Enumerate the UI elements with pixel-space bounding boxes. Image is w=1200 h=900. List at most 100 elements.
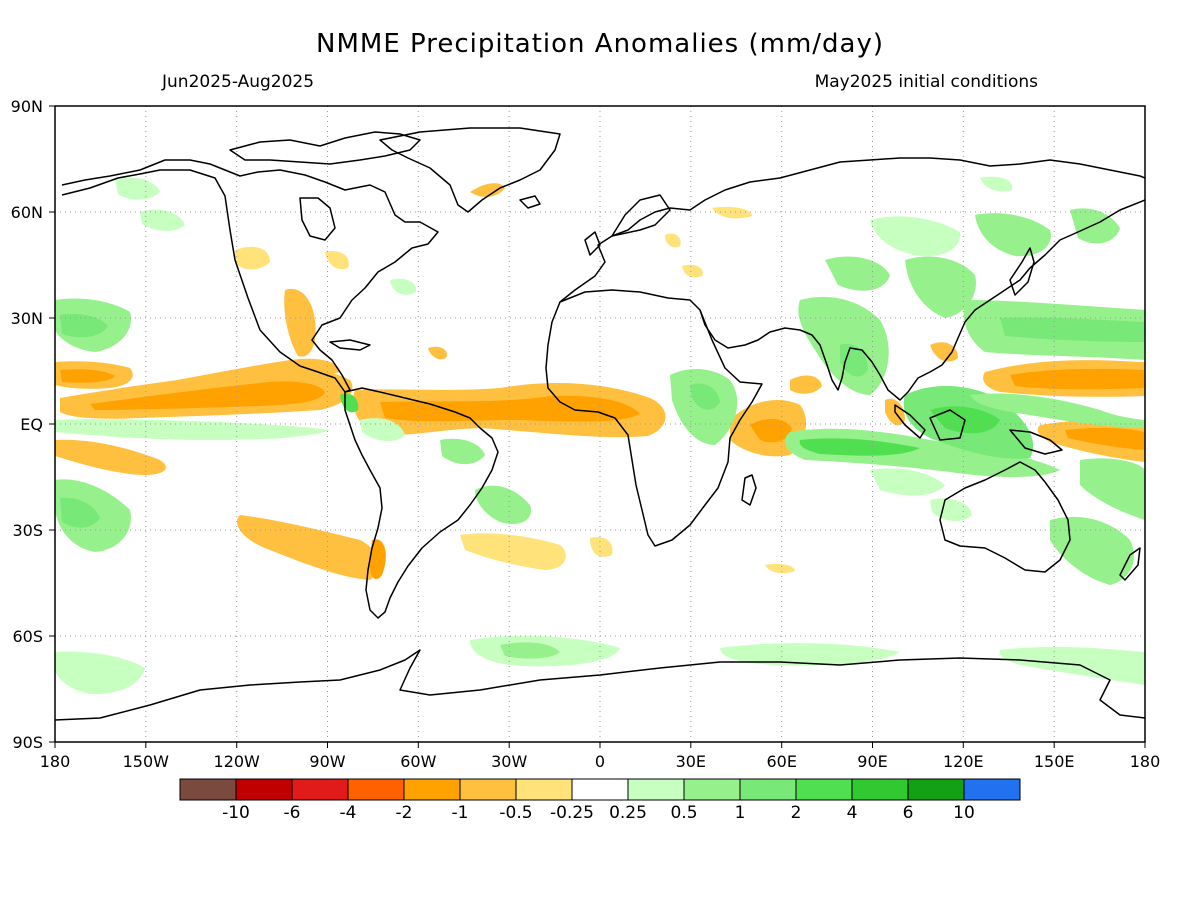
coastlines [55, 127, 1145, 721]
anomaly-shading [55, 176, 1145, 695]
sumatra [894, 404, 926, 439]
north-america-west-dry-patch [235, 246, 270, 270]
hudson-bay [299, 197, 336, 241]
indian-ocean-wet-core [799, 438, 920, 456]
lon-label: 60E [766, 752, 796, 771]
western-pacific-south-dry-core [1065, 427, 1145, 450]
alaska-wet-patch [140, 209, 185, 231]
central-asia-wet-patch [825, 256, 890, 291]
legend-swatch [739, 778, 797, 801]
legend-label: 6 [903, 803, 914, 823]
brazil-east-wet-patch [440, 438, 485, 465]
forecast-period-label: Jun2025-Aug2025 [161, 72, 314, 92]
arctic-wet-patch [980, 176, 1013, 192]
legend-swatch [683, 778, 741, 801]
lon-label: 180 [1130, 752, 1161, 771]
west-pacific-wet-core [1000, 317, 1145, 342]
legend-label: 0.5 [670, 803, 697, 823]
legend-label: 0.25 [609, 803, 647, 823]
greenland-coastline [379, 127, 561, 213]
southern-ocean-wet-east [720, 643, 900, 666]
lat-label: 60N [11, 203, 43, 222]
latitude-labels: 90N 60N 30N EQ 30S 60S 90S [11, 97, 43, 752]
legend-swatch [627, 778, 685, 801]
lon-label: 150E [1034, 752, 1075, 771]
legend-label: 2 [791, 803, 802, 823]
legend-swatch [907, 778, 965, 801]
lon-label: 150W [123, 752, 170, 771]
legend-label: 1 [735, 803, 746, 823]
uk-ireland [584, 231, 601, 256]
south-pacific-wet-band [1080, 458, 1145, 520]
africa-coastline [545, 289, 763, 547]
legend-swatch [963, 778, 1021, 801]
equatorial-east-pacific-wet [55, 419, 330, 440]
legend-labels: -10 -6 -4 -2 -1 -0.5 -0.25 0.25 0.5 1 2 4 6 10 [222, 803, 975, 823]
siberia-wet-patch-1 [870, 216, 961, 257]
graticule [55, 106, 1145, 742]
lon-label: 180 [40, 752, 71, 771]
north-atlantic-wet-patch [390, 278, 417, 295]
south-indian-ocean-wet-patch [870, 468, 945, 496]
longitude-labels: 180 150W 120W 90W 60W 30W 0 30E 60E 90E … [40, 752, 1161, 771]
south-pacific-convergence-dry [237, 515, 379, 580]
new-zealand [1119, 547, 1141, 581]
lat-label: 90N [11, 97, 43, 116]
borneo [929, 409, 966, 441]
legend-swatch [291, 778, 349, 801]
western-pacific-north-dry-core [1010, 368, 1145, 390]
color-legend: -10 -6 -4 -2 -1 -0.5 -0.25 0.25 0.5 1 2 4 6 10 [179, 778, 1021, 823]
lon-label: 120W [214, 752, 261, 771]
lon-label: 30E [676, 752, 706, 771]
legend-label: 10 [953, 803, 975, 823]
south-atlantic-dry-patch-east [590, 536, 613, 557]
legend-swatch [571, 778, 629, 801]
legend-label: -2 [396, 803, 413, 823]
map-ticks [49, 105, 1146, 748]
lon-label: 0 [595, 752, 605, 771]
legend-label: -1 [452, 803, 469, 823]
legend-swatches [179, 778, 1021, 801]
gulf-dry-patch [428, 346, 447, 360]
madagascar [741, 474, 757, 506]
atlantic-itcz-dry-core [380, 395, 640, 422]
legend-swatch [235, 778, 293, 801]
lat-label: 30S [12, 521, 43, 540]
legend-swatch [459, 778, 517, 801]
north-pacific-wet-core [60, 314, 108, 338]
south-atlantic-dry-patch [460, 533, 566, 570]
legend-label: -4 [340, 803, 357, 823]
legend-swatch [179, 778, 237, 801]
europe-dry-patch [712, 206, 752, 219]
bay-of-bengal-wet-core [840, 343, 868, 377]
figure-title: NMME Precipitation Anomalies (mm/day) [316, 29, 884, 59]
southern-ocean-dry-patch [765, 563, 795, 574]
legend-swatch [347, 778, 405, 801]
wet-anomaly-regions [55, 176, 1145, 695]
siberia-dry-patch [665, 233, 681, 248]
scandinavia [611, 194, 671, 237]
north-america-east-dry-patch [325, 250, 349, 270]
legend-swatch [403, 778, 461, 801]
southern-ocean-wet-core [500, 642, 560, 659]
legend-swatch [851, 778, 909, 801]
antarctica-coastline [55, 649, 1145, 721]
legend-swatch [515, 778, 573, 801]
canadian-archipelago [229, 131, 421, 165]
japan [1009, 247, 1035, 296]
pacific-itcz-dry-core [90, 381, 325, 410]
legend-label: 4 [847, 803, 858, 823]
dry-anomaly-regions [55, 183, 1145, 580]
legend-swatch [795, 778, 853, 801]
lat-label: EQ [20, 415, 43, 434]
east-asia-dry-patch [930, 342, 958, 362]
legend-label: -10 [222, 803, 250, 823]
cuba [329, 339, 371, 351]
eastern-pacific-dry-core-west [60, 369, 115, 383]
south-america-coastline [344, 387, 499, 619]
lat-label: 30N [11, 309, 43, 328]
tropical-pacific-wet-lower [970, 393, 1145, 428]
east-asia-wet-region [905, 256, 976, 318]
australia-east-wet-patch [1050, 516, 1134, 585]
